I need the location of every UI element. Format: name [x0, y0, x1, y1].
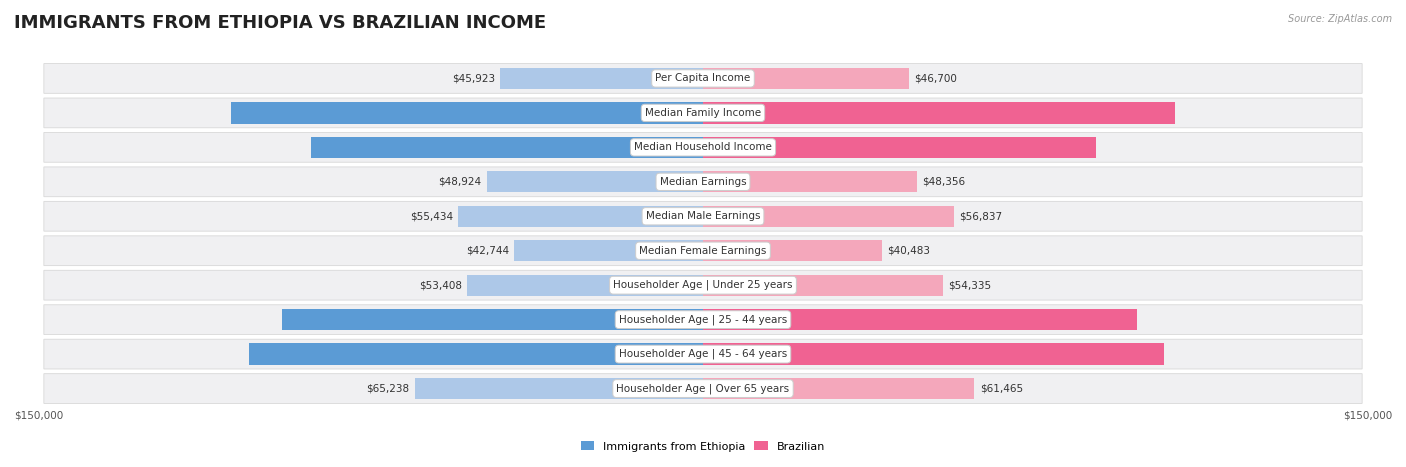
Text: Source: ZipAtlas.com: Source: ZipAtlas.com — [1288, 14, 1392, 24]
Bar — [703, 137, 1095, 158]
Text: $42,744: $42,744 — [465, 246, 509, 256]
Bar — [703, 102, 1175, 124]
Legend: Immigrants from Ethiopia, Brazilian: Immigrants from Ethiopia, Brazilian — [581, 441, 825, 452]
FancyBboxPatch shape — [44, 64, 1362, 93]
FancyBboxPatch shape — [44, 305, 1362, 334]
Text: Per Capita Income: Per Capita Income — [655, 73, 751, 84]
Text: $54,335: $54,335 — [948, 280, 991, 290]
Text: Householder Age | 25 - 44 years: Householder Age | 25 - 44 years — [619, 314, 787, 325]
FancyBboxPatch shape — [44, 270, 1362, 300]
Text: $56,837: $56,837 — [959, 211, 1002, 221]
Bar — [458, 205, 703, 227]
FancyBboxPatch shape — [44, 167, 1362, 197]
Text: $102,763: $102,763 — [666, 349, 721, 359]
Text: IMMIGRANTS FROM ETHIOPIA VS BRAZILIAN INCOME: IMMIGRANTS FROM ETHIOPIA VS BRAZILIAN IN… — [14, 14, 546, 32]
Bar — [703, 275, 943, 296]
Text: $48,356: $48,356 — [922, 177, 965, 187]
Text: Median Earnings: Median Earnings — [659, 177, 747, 187]
Text: Householder Age | Under 25 years: Householder Age | Under 25 years — [613, 280, 793, 290]
Text: Median Family Income: Median Family Income — [645, 108, 761, 118]
Bar — [703, 240, 882, 262]
Text: Median Female Earnings: Median Female Earnings — [640, 246, 766, 256]
Text: Median Male Earnings: Median Male Earnings — [645, 211, 761, 221]
Text: $45,923: $45,923 — [451, 73, 495, 84]
Text: $48,924: $48,924 — [439, 177, 482, 187]
FancyBboxPatch shape — [44, 236, 1362, 266]
Bar — [515, 240, 703, 262]
Bar — [311, 137, 703, 158]
Bar — [283, 309, 703, 330]
Text: $61,465: $61,465 — [980, 383, 1024, 394]
Text: $98,267: $98,267 — [690, 315, 738, 325]
FancyBboxPatch shape — [44, 98, 1362, 128]
Text: $53,408: $53,408 — [419, 280, 461, 290]
FancyBboxPatch shape — [44, 133, 1362, 162]
Text: $104,408: $104,408 — [685, 349, 740, 359]
Text: Median Household Income: Median Household Income — [634, 142, 772, 152]
Text: $95,256: $95,256 — [669, 315, 717, 325]
Bar — [703, 205, 955, 227]
Text: Householder Age | 45 - 64 years: Householder Age | 45 - 64 years — [619, 349, 787, 359]
Text: $88,687: $88,687 — [672, 142, 720, 152]
Bar — [703, 68, 910, 89]
Text: $150,000: $150,000 — [14, 411, 63, 421]
Bar — [703, 378, 974, 399]
Text: $40,483: $40,483 — [887, 246, 931, 256]
Bar — [703, 171, 917, 192]
Bar — [467, 275, 703, 296]
Bar — [703, 343, 1164, 365]
FancyBboxPatch shape — [44, 339, 1362, 369]
Bar — [501, 68, 703, 89]
Text: $106,942: $106,942 — [686, 108, 741, 118]
Bar — [486, 171, 703, 192]
Text: $150,000: $150,000 — [1343, 411, 1392, 421]
Text: $88,934: $88,934 — [688, 142, 734, 152]
Text: $106,969: $106,969 — [665, 108, 720, 118]
Text: $65,238: $65,238 — [367, 383, 409, 394]
Bar — [703, 309, 1137, 330]
Text: $55,434: $55,434 — [409, 211, 453, 221]
Bar — [231, 102, 703, 124]
Text: Householder Age | Over 65 years: Householder Age | Over 65 years — [616, 383, 790, 394]
Bar — [249, 343, 703, 365]
FancyBboxPatch shape — [44, 201, 1362, 231]
FancyBboxPatch shape — [44, 374, 1362, 403]
Text: $46,700: $46,700 — [914, 73, 957, 84]
Bar — [415, 378, 703, 399]
